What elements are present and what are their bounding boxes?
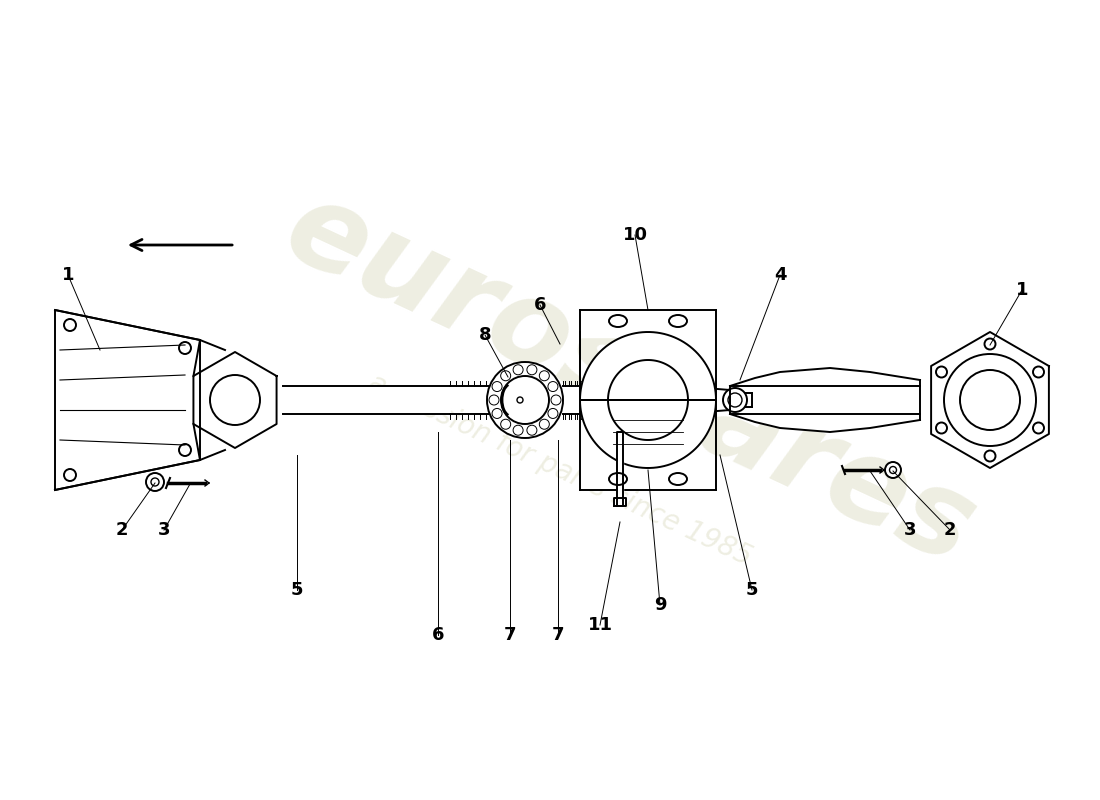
- Polygon shape: [55, 310, 200, 490]
- Text: a passion for parts since 1985: a passion for parts since 1985: [364, 369, 756, 571]
- Text: 5: 5: [746, 581, 758, 599]
- Polygon shape: [580, 463, 716, 490]
- Circle shape: [527, 365, 537, 374]
- Polygon shape: [580, 332, 716, 400]
- Circle shape: [513, 426, 524, 435]
- Polygon shape: [617, 432, 623, 506]
- Circle shape: [539, 419, 549, 430]
- Text: 3: 3: [157, 521, 170, 539]
- Circle shape: [551, 395, 561, 405]
- Text: 6: 6: [534, 296, 547, 314]
- Polygon shape: [194, 352, 276, 448]
- Polygon shape: [580, 310, 716, 337]
- Polygon shape: [563, 386, 680, 414]
- Polygon shape: [730, 368, 920, 432]
- Circle shape: [490, 395, 499, 405]
- Polygon shape: [580, 400, 716, 468]
- Circle shape: [984, 338, 996, 350]
- Circle shape: [500, 419, 510, 430]
- Text: 2: 2: [116, 521, 129, 539]
- Circle shape: [548, 409, 558, 418]
- Circle shape: [146, 473, 164, 491]
- Circle shape: [500, 370, 510, 381]
- Polygon shape: [283, 386, 450, 414]
- Polygon shape: [680, 386, 730, 414]
- Circle shape: [984, 450, 996, 462]
- Text: 1: 1: [62, 266, 75, 284]
- Circle shape: [1033, 422, 1044, 434]
- Circle shape: [517, 397, 522, 403]
- Text: 4: 4: [773, 266, 786, 284]
- Circle shape: [527, 426, 537, 435]
- Text: 9: 9: [653, 596, 667, 614]
- Text: 2: 2: [944, 521, 956, 539]
- Text: 7: 7: [552, 626, 564, 644]
- Text: 5: 5: [290, 581, 304, 599]
- Text: 7: 7: [504, 626, 516, 644]
- Text: 1: 1: [1015, 281, 1028, 299]
- Circle shape: [723, 388, 747, 412]
- Circle shape: [1033, 366, 1044, 378]
- Text: 11: 11: [587, 616, 613, 634]
- Circle shape: [936, 422, 947, 434]
- Circle shape: [548, 382, 558, 391]
- Circle shape: [492, 382, 502, 391]
- Circle shape: [539, 370, 549, 381]
- Polygon shape: [730, 393, 752, 407]
- Circle shape: [936, 366, 947, 378]
- Polygon shape: [730, 386, 920, 414]
- Circle shape: [492, 409, 502, 418]
- Circle shape: [886, 462, 901, 478]
- Polygon shape: [931, 332, 1049, 468]
- Text: 8: 8: [478, 326, 492, 344]
- Text: 3: 3: [904, 521, 916, 539]
- Polygon shape: [614, 498, 626, 506]
- Circle shape: [487, 362, 563, 438]
- Text: 10: 10: [623, 226, 648, 244]
- Circle shape: [513, 365, 524, 374]
- Text: 6: 6: [431, 626, 444, 644]
- Text: eurospares: eurospares: [267, 170, 992, 590]
